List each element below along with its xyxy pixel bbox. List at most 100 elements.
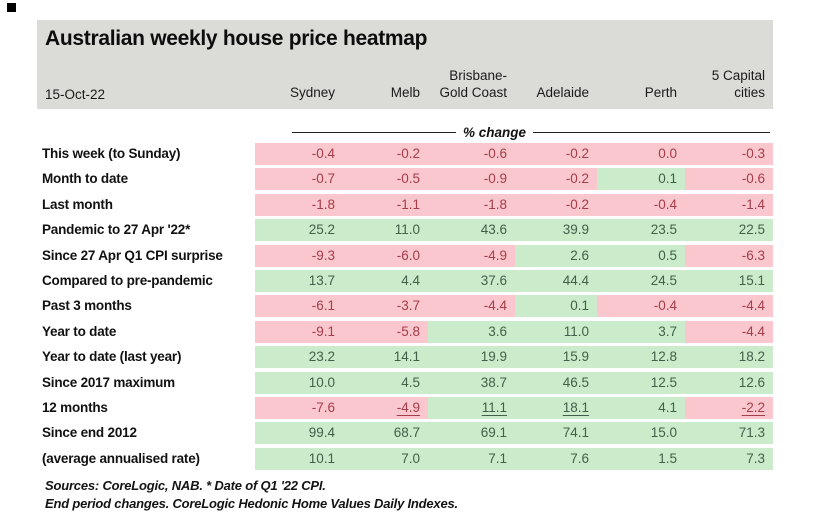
value-text: -5.8	[396, 323, 420, 339]
value-text: 18.2	[738, 349, 765, 365]
table-row: Year to date -9.1 -5.8 3.6 11.0 3.7 -4.4	[37, 320, 773, 343]
value-cell: 7.6	[515, 447, 597, 470]
value-cell: -6.0	[343, 244, 428, 267]
value-cell: -9.1	[255, 320, 343, 343]
value-text: -9.1	[311, 323, 335, 339]
footnote-sources: Sources: CoreLogic, NAB. * Date of Q1 '2…	[45, 478, 326, 493]
value-text: -0.4	[653, 196, 677, 212]
value-text: 12.5	[650, 374, 677, 390]
value-cell: 23.5	[597, 219, 685, 242]
value-cell: -0.2	[515, 168, 597, 191]
value-cell: 74.1	[515, 422, 597, 445]
value-text: 18.1	[562, 399, 589, 415]
value-text: 3.7	[658, 323, 677, 339]
value-text: 7.1	[488, 450, 507, 466]
value-cell: 44.4	[515, 269, 597, 292]
value-text: -6.3	[741, 247, 765, 263]
row-label: Since end 2012	[42, 425, 137, 441]
value-text: 74.1	[562, 425, 589, 441]
value-text: 4.1	[658, 399, 677, 415]
value-cell: 18.2	[685, 346, 773, 369]
value-cell: -7.6	[255, 396, 343, 419]
table-row: (average annualised rate) 10.1 7.0 7.1 7.6 1.…	[37, 447, 773, 470]
row-label: Since 27 Apr Q1 CPI surprise	[42, 247, 223, 263]
value-text: -2.2	[741, 399, 765, 415]
value-cell: 19.9	[428, 346, 515, 369]
value-cell: 68.7	[343, 422, 428, 445]
value-text: 7.0	[401, 450, 420, 466]
unit-label: % change	[463, 124, 527, 140]
column-header: Melb	[390, 85, 420, 101]
value-cell: 2.6	[515, 244, 597, 267]
value-text: -0.2	[565, 196, 589, 212]
table-row: 12 months -7.6 -4.9 11.1 18.1 4.1 -2.2	[37, 396, 773, 419]
value-cell: 4.5	[343, 371, 428, 394]
row-label: (average annualised rate)	[42, 450, 200, 466]
value-text: 3.6	[488, 323, 507, 339]
table-row: Pandemic to 27 Apr '22* 25.2 11.0 43.6 39.9 2…	[37, 219, 773, 242]
value-text: 15.0	[650, 425, 677, 441]
value-text: 68.7	[393, 425, 420, 441]
value-text: -4.4	[741, 298, 765, 314]
value-text: 4.5	[401, 374, 420, 390]
value-text: -7.6	[311, 399, 335, 415]
value-text: 43.6	[480, 222, 507, 238]
value-text: 23.2	[308, 349, 335, 365]
row-label: Since 2017 maximum	[42, 374, 175, 390]
value-text: -4.9	[483, 247, 507, 263]
value-cell: 15.1	[685, 269, 773, 292]
value-cell: 4.4	[343, 269, 428, 292]
column-header: Sydney	[289, 85, 335, 101]
value-cell: 3.6	[428, 320, 515, 343]
value-text: 10.0	[308, 374, 335, 390]
table-row: Since end 2012 99.4 68.7 69.1 74.1 15.0 71.3	[37, 422, 773, 445]
divider-line-left	[292, 131, 457, 133]
value-cell: 7.1	[428, 447, 515, 470]
value-cell: -1.4	[685, 193, 773, 216]
value-cell: -4.4	[685, 295, 773, 318]
value-cell: -0.4	[597, 295, 685, 318]
value-cell: -0.2	[515, 193, 597, 216]
value-cell: 38.7	[428, 371, 515, 394]
value-text: 7.3	[746, 450, 765, 466]
value-text: 11.0	[394, 222, 420, 238]
value-cell: 0.1	[597, 168, 685, 191]
table-row: Past 3 months -6.1 -3.7 -4.4 0.1 -0.4 -4.4	[37, 295, 773, 318]
page-title: Australian weekly house price heatmap	[45, 27, 428, 50]
value-cell: -2.2	[685, 396, 773, 419]
table-row: Last month -1.8 -1.1 -1.8 -0.2 -0.4 -1.4	[37, 193, 773, 216]
value-text: 15.1	[738, 272, 765, 288]
value-text: 69.1	[480, 425, 507, 441]
value-cell: 25.2	[255, 219, 343, 242]
value-text: -1.8	[483, 196, 507, 212]
row-label: This week (to Sunday)	[42, 146, 181, 161]
value-text: 44.4	[562, 272, 589, 288]
value-text: 12.8	[650, 349, 677, 365]
value-cell: 39.9	[515, 219, 597, 242]
value-text: -0.6	[483, 146, 507, 161]
value-text: 14.1	[393, 349, 420, 365]
row-label: 12 months	[42, 399, 108, 415]
value-cell: 24.5	[597, 269, 685, 292]
value-cell: 18.1	[515, 396, 597, 419]
header-band: Australian weekly house price heatmap 15…	[37, 20, 773, 109]
value-cell: 11.0	[343, 219, 428, 242]
value-text: 0.5	[658, 247, 677, 263]
value-cell: -0.6	[685, 168, 773, 191]
value-cell: 3.7	[597, 320, 685, 343]
row-label: Pandemic to 27 Apr '22*	[42, 222, 191, 238]
value-cell: -1.8	[255, 193, 343, 216]
value-cell: 69.1	[428, 422, 515, 445]
value-text: -3.7	[396, 298, 420, 314]
value-cell: 0.0	[597, 143, 685, 165]
table-row: Since 27 Apr Q1 CPI surprise -9.3 -6.0 -4.9…	[37, 244, 773, 267]
value-text: 37.6	[480, 272, 507, 288]
column-headers: Sydney Melb Brisbane- Gold Coast Adelaide Pe…	[255, 67, 773, 102]
heatmap-body: This week (to Sunday) -0.4 -0.2 -0.6 -0.2 0.0…	[37, 143, 773, 473]
value-cell: 0.5	[597, 244, 685, 267]
value-text: 39.9	[562, 222, 589, 238]
table-row: Compared to pre-pandemic 13.7 4.4 37.6 44.4 2…	[37, 269, 773, 292]
value-text: 19.9	[480, 349, 507, 365]
value-text: -0.2	[565, 146, 589, 161]
value-text: 15.9	[562, 349, 589, 365]
